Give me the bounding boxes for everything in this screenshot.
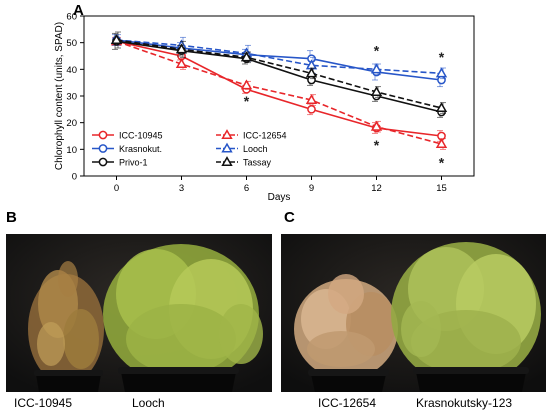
series-krasnokut	[112, 34, 446, 88]
green-plant-icon	[391, 242, 541, 386]
legend-marker	[221, 156, 233, 167]
series-tassay	[110, 31, 448, 114]
green-plant-icon	[103, 244, 263, 384]
data-point-icc-12654	[175, 58, 188, 69]
series-line-icc-12654	[116, 40, 442, 145]
panel-letter-a: A	[73, 2, 84, 19]
series-line-privo-1	[116, 40, 442, 113]
chart-axes: 0 10 20 30 40 50 60 0 3 6 9 12 15	[66, 12, 475, 194]
data-point-tassay	[305, 67, 318, 78]
legend-label: Looch	[243, 144, 268, 154]
data-point-looch	[370, 63, 383, 74]
y-tick-label: 40	[66, 65, 77, 76]
x-tick-label: 3	[179, 183, 184, 194]
legend-label: Privo-1	[119, 158, 148, 168]
y-tick-label: 30	[66, 92, 77, 103]
y-tick-label: 60	[66, 12, 77, 23]
y-tick-label: 20	[66, 118, 77, 129]
x-axis-label: Days	[268, 192, 291, 203]
photo-b-left-label: ICC-10945	[14, 396, 73, 410]
stressed-plant-icon	[294, 274, 398, 379]
panel-letter-c: C	[284, 209, 295, 226]
panel-letter-b: B	[6, 209, 17, 226]
data-point-privo-1	[307, 75, 316, 85]
legend-marker	[98, 130, 108, 140]
legend-label: Tassay	[243, 158, 272, 168]
legend-item-privo-1: Privo-1	[92, 158, 148, 168]
data-point-icc-10945	[307, 104, 316, 114]
series-line-krasnokut	[116, 39, 442, 81]
photo-c-right-label: Krasnokutsky-123	[416, 396, 513, 410]
significance-asterisk: *	[374, 137, 380, 153]
x-tick-label: 0	[114, 183, 119, 194]
significance-asterisk: *	[439, 49, 445, 65]
x-tick-label: 15	[436, 183, 447, 194]
legend-marker	[98, 144, 108, 153]
x-tick-label: 9	[309, 183, 314, 194]
legend-item-icc-12654: ICC-12654	[216, 129, 287, 141]
plant-photo-c	[281, 234, 546, 392]
data-point-icc-12654	[240, 79, 253, 90]
legend-item-tassay: Tassay	[216, 156, 272, 168]
y-tick-label: 0	[72, 172, 77, 183]
legend-marker	[221, 142, 233, 153]
legend-label: Krasnokut.	[119, 144, 162, 154]
y-tick-label: 10	[66, 145, 77, 156]
significance-asterisk: *	[374, 42, 380, 58]
significance-asterisk: *	[439, 154, 445, 170]
plant-photo-b-illustration	[6, 234, 272, 392]
data-point-looch	[435, 67, 448, 78]
data-point-tassay	[370, 86, 383, 97]
legend-marker	[221, 129, 233, 140]
legend-label: ICC-12654	[243, 131, 287, 141]
data-point-tassay	[240, 51, 253, 62]
data-point-tassay	[175, 43, 188, 54]
legend-item-krasnokut: Krasnokut.	[92, 144, 162, 154]
legend-marker	[98, 157, 108, 167]
photo-b-right-label: Looch	[132, 396, 165, 410]
photo-c-left-label: ICC-12654	[318, 396, 377, 410]
data-point-icc-12654	[435, 138, 448, 149]
data-point-tassay	[110, 34, 123, 45]
data-point-tassay	[435, 102, 448, 113]
data-point-icc-12654	[305, 94, 318, 105]
y-axis-label: Chlorophyll content (units, SPAD)	[54, 22, 65, 170]
series-line-icc-10945	[116, 40, 442, 137]
legend-label: ICC-10945	[119, 131, 163, 141]
data-point-krasnokut	[437, 75, 446, 85]
series-line-looch	[116, 39, 442, 75]
x-tick-label: 6	[244, 183, 249, 194]
legend-item-looch: Looch	[216, 142, 268, 154]
dried-plant-icon	[28, 261, 104, 384]
series-icc-10945	[112, 36, 446, 142]
plant-photo-c-illustration	[281, 234, 546, 392]
legend-item-icc-10945: ICC-10945	[92, 131, 163, 141]
plant-photo-b	[6, 234, 272, 392]
series-line-tassay	[116, 39, 442, 109]
chart-annotations: * * * * *	[244, 42, 445, 170]
significance-asterisk: *	[244, 93, 250, 109]
x-tick-label: 12	[371, 183, 382, 194]
chart-legend: ICC-10945 ICC-12654 Krasnokut. Looch Privo-1…	[92, 129, 287, 168]
y-tick-label: 50	[66, 38, 77, 49]
data-point-icc-12654	[370, 120, 383, 131]
chart-series	[110, 31, 448, 150]
